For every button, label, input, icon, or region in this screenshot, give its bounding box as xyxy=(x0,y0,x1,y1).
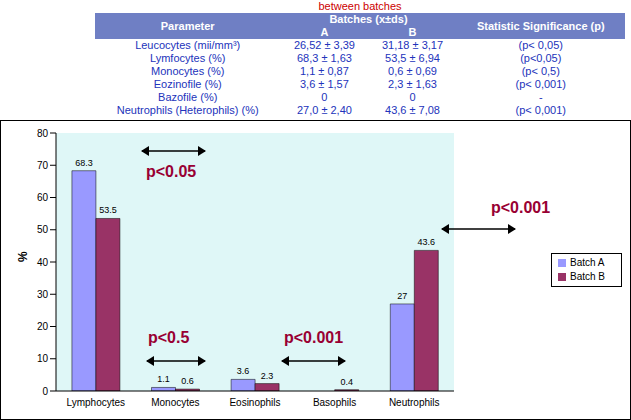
svg-text:1.1: 1.1 xyxy=(157,374,170,384)
html-text:(p<0,05): (p<0,05) xyxy=(520,52,562,64)
html-text:3,6 ± 1,57: 3,6 ± 1,57 xyxy=(300,78,349,90)
svg-text:27: 27 xyxy=(397,291,407,301)
svg-text:43.6: 43.6 xyxy=(418,237,436,247)
html-text:B: B xyxy=(408,26,417,38)
html-text:Statistic Significance (p): Statistic Significance (p) xyxy=(476,19,605,32)
html-text:Bazofile (%): Bazofile (%) xyxy=(158,91,218,103)
html-text:(p< 0,5): (p< 0,5) xyxy=(521,65,560,77)
html-text:27,0 ± 2,40: 27,0 ± 2,40 xyxy=(296,104,352,116)
svg-text:10: 10 xyxy=(37,353,49,364)
svg-text:Eosinophils: Eosinophils xyxy=(229,397,280,408)
html-text:Neutrophils (Heterophils) (%): Neutrophils (Heterophils) (%) xyxy=(116,104,259,116)
html-text:A: A xyxy=(320,26,329,38)
svg-text:Monocytes: Monocytes xyxy=(151,397,199,408)
html-text:0: 0 xyxy=(409,91,416,103)
html-text:43,6 ± 7,08: 43,6 ± 7,08 xyxy=(385,104,440,116)
html-text:1,1 ± 0,87: 1,1 ± 0,87 xyxy=(300,65,349,77)
html-text:between batches: between batches xyxy=(318,0,402,12)
html-text:Batch A: Batch A xyxy=(570,257,605,268)
svg-text:40: 40 xyxy=(37,257,49,268)
html-text:p<0.05: p<0.05 xyxy=(146,163,197,180)
svg-text:50: 50 xyxy=(37,224,49,235)
svg-text:60: 60 xyxy=(37,192,49,203)
html-text:Batch B: Batch B xyxy=(570,271,605,282)
svg-text:%: % xyxy=(16,251,30,262)
svg-text:70: 70 xyxy=(37,160,49,171)
svg-text:53.5: 53.5 xyxy=(99,205,117,215)
svg-text:0.6: 0.6 xyxy=(181,376,194,386)
html-text:Eozinofile (%): Eozinofile (%) xyxy=(153,78,222,90)
html-text:Lymfocytes (%): Lymfocytes (%) xyxy=(150,52,226,64)
svg-text:2.3: 2.3 xyxy=(261,371,274,381)
svg-text:Basophils: Basophils xyxy=(313,397,356,408)
svg-text:Lymphocytes: Lymphocytes xyxy=(67,397,126,408)
html-text:0: 0 xyxy=(321,91,328,103)
html-text:(p< 0,05): (p< 0,05) xyxy=(518,39,563,51)
html-text:31,18 ± 3,17: 31,18 ± 3,17 xyxy=(382,39,443,51)
svg-text:Neutrophils: Neutrophils xyxy=(389,397,440,408)
html-text:p<0.001: p<0.001 xyxy=(284,329,344,346)
svg-text:80: 80 xyxy=(37,128,49,139)
html-text:(p< 0,001): (p< 0,001) xyxy=(515,104,566,116)
svg-text:0: 0 xyxy=(42,386,48,397)
svg-text:20: 20 xyxy=(37,321,49,332)
html-text:Batches (x±ds): Batches (x±ds) xyxy=(329,13,408,25)
svg-text:68.3: 68.3 xyxy=(75,158,93,168)
html-text:68,3 ± 1,63: 68,3 ± 1,63 xyxy=(296,52,352,64)
html-text:26,52 ± 3,39: 26,52 ± 3,39 xyxy=(293,39,355,51)
html-text:53,5 ± 6,94: 53,5 ± 6,94 xyxy=(385,52,440,64)
svg-text:3.6: 3.6 xyxy=(237,366,250,376)
html-text:2,3 ± 1,63: 2,3 ± 1,63 xyxy=(388,78,437,90)
html-text:p<0.5: p<0.5 xyxy=(148,329,190,346)
html-text:p<0.001: p<0.001 xyxy=(491,199,551,216)
html-text:Monocytes (%): Monocytes (%) xyxy=(151,65,225,77)
svg-text:0.4: 0.4 xyxy=(340,377,353,387)
html-text:0,6 ± 0,69: 0,6 ± 0,69 xyxy=(388,65,437,77)
svg-text:30: 30 xyxy=(37,289,49,300)
html-text:Leucocytes (mii/mm³): Leucocytes (mii/mm³) xyxy=(135,39,241,51)
html-text:Parameter: Parameter xyxy=(160,19,215,32)
html-text:(p< 0,001): (p< 0,001) xyxy=(515,78,566,90)
